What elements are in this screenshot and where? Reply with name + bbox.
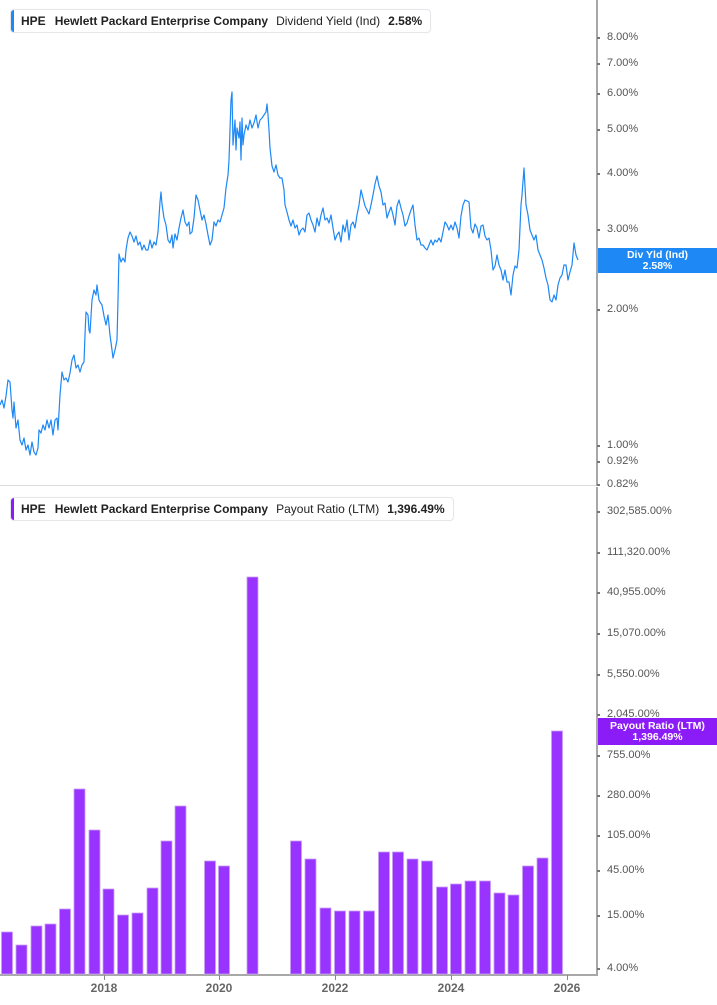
bar <box>348 910 361 975</box>
badge-value: 1,396.49% <box>632 731 683 743</box>
legend-metric: Payout Ratio (LTM) <box>276 502 380 516</box>
bar <box>450 883 462 975</box>
bar <box>44 923 57 975</box>
y-tick: 40,955.00% <box>597 586 666 598</box>
series-color-marker <box>11 10 14 32</box>
y-tick: 755.00% <box>596 749 651 761</box>
legend-value: 2.58% <box>388 14 423 28</box>
y-tick: 15,070.00% <box>597 627 666 639</box>
y-tick: 280.00% <box>596 789 651 801</box>
x-tick-mark <box>335 975 336 980</box>
y-tick: 4.00% <box>596 167 639 179</box>
legend-company: Hewlett Packard Enterprise Company <box>54 502 269 516</box>
bar <box>421 860 433 975</box>
top-y-axis-line <box>596 0 598 486</box>
x-tick-label: 2022 <box>321 981 349 995</box>
y-tick: 15.00% <box>596 909 645 921</box>
payout-ratio-legend[interactable]: HPE Hewlett Packard Enterprise Company P… <box>10 497 454 521</box>
x-tick-label: 2024 <box>437 981 465 995</box>
bar <box>436 886 448 975</box>
y-tick: 0.92% <box>596 455 639 467</box>
legend-value: 1,396.49% <box>387 502 445 516</box>
bar <box>392 851 404 975</box>
bar <box>218 865 230 975</box>
x-tick-label: 2018 <box>90 981 118 995</box>
y-tick: 111,320.00% <box>596 546 671 558</box>
y-tick: 105.00% <box>596 829 651 841</box>
legend-ticker: HPE <box>21 14 46 28</box>
x-tick-label: 2020 <box>205 981 233 995</box>
bar <box>304 858 317 975</box>
bar <box>30 925 43 975</box>
payout-ratio-panel: HPE Hewlett Packard Enterprise Company P… <box>0 487 717 1005</box>
x-tick-label: 2026 <box>553 981 581 995</box>
bar <box>551 730 563 975</box>
bar <box>174 805 187 975</box>
panel-divider[interactable] <box>0 485 597 486</box>
bar <box>131 912 144 975</box>
legend-metric: Dividend Yield (Ind) <box>276 14 381 28</box>
bar <box>146 887 159 975</box>
bar <box>406 858 419 975</box>
x-axis-baseline <box>0 974 598 976</box>
bar <box>102 888 115 975</box>
y-tick: 5,550.00% <box>597 668 660 680</box>
y-tick: 302,585.00% <box>597 505 672 517</box>
y-tick: 5.00% <box>596 123 639 135</box>
badge-label: Div Yld (Ind) <box>626 249 689 261</box>
y-tick: 4.00% <box>596 962 639 974</box>
dividend-yield-legend[interactable]: HPE Hewlett Packard Enterprise Company D… <box>10 9 432 33</box>
y-tick: 2,045.00% <box>597 708 660 720</box>
legend-ticker: HPE <box>21 502 46 516</box>
bar <box>536 857 549 975</box>
x-tick-mark <box>567 975 568 980</box>
dividend-yield-panel: HPE Hewlett Packard Enterprise Company D… <box>0 0 717 486</box>
payout-ratio-bar-chart[interactable] <box>0 0 598 1005</box>
dividend-yield-price-badge: Div Yld (Ind) 2.58% <box>598 248 717 273</box>
legend-company: Hewlett Packard Enterprise Company <box>54 14 269 28</box>
bar <box>378 851 390 975</box>
y-tick: 7.00% <box>596 57 639 69</box>
bottom-y-axis-line <box>596 487 598 976</box>
payout-ratio-price-badge: Payout Ratio (LTM) 1,396.49% <box>598 718 717 745</box>
y-tick: 0.82% <box>596 478 639 490</box>
x-tick-mark <box>451 975 452 980</box>
bar <box>493 892 506 975</box>
bar <box>334 910 346 975</box>
y-tick: 3.00% <box>596 223 639 235</box>
dividend-yield-line-chart[interactable] <box>0 0 598 486</box>
y-tick: 8.00% <box>596 31 639 43</box>
series-color-marker <box>11 498 14 520</box>
bar <box>117 914 129 975</box>
bar <box>464 880 477 975</box>
bar <box>204 860 216 975</box>
bar <box>507 894 520 975</box>
bar <box>246 576 259 975</box>
y-tick: 2.00% <box>596 303 639 315</box>
bar <box>88 829 101 975</box>
bar <box>479 880 491 975</box>
bar <box>59 908 71 975</box>
bar <box>1 931 13 975</box>
y-tick: 1.00% <box>596 439 639 451</box>
bar <box>160 840 173 975</box>
y-tick: 45.00% <box>596 864 645 876</box>
bar <box>15 944 28 975</box>
bar <box>363 910 375 975</box>
x-tick-mark <box>219 975 220 980</box>
bar <box>73 788 86 975</box>
y-tick: 6.00% <box>596 87 639 99</box>
badge-label: Payout Ratio (LTM) <box>610 720 705 732</box>
bar <box>290 840 302 975</box>
bar <box>319 907 332 975</box>
x-tick-mark <box>104 975 105 980</box>
bar <box>522 865 534 975</box>
badge-value: 2.58% <box>642 260 673 272</box>
